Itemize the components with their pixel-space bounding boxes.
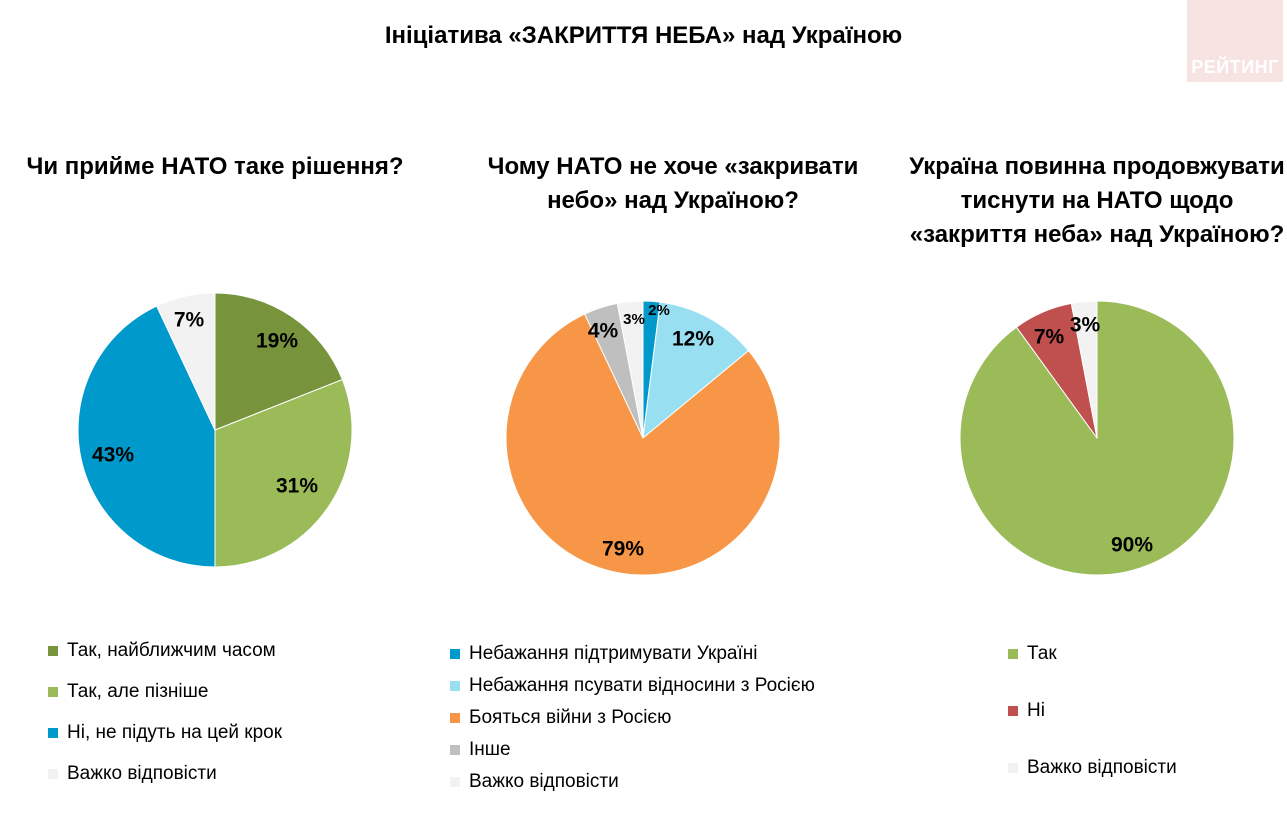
chart-1-title-line: Чи прийме НАТО таке рішення? bbox=[26, 153, 404, 180]
legend-label: Ні, не підуть на цей крок bbox=[67, 722, 283, 743]
chart-2-title-line: небо» над Україною? bbox=[547, 187, 799, 214]
legend-swatch bbox=[48, 687, 58, 697]
chart-2-title: Чому НАТО не хоче «закривати небо» над У… bbox=[448, 150, 898, 218]
chart-3-title-line: «закриття неба» над Україною? bbox=[909, 221, 1285, 248]
pie-slice bbox=[642, 301, 750, 440]
data-label: 31% bbox=[276, 475, 318, 498]
legend-item: Небажання псувати відносини з Росією bbox=[450, 675, 815, 697]
data-label: 19% bbox=[256, 330, 298, 353]
chart-2-title-line: Чому НАТО не хоче «закривати bbox=[487, 153, 859, 180]
legend-item: Бояться війни з Росією bbox=[450, 707, 671, 729]
pie-slice bbox=[214, 378, 353, 568]
legend-swatch bbox=[450, 745, 460, 755]
legend-label: Важко відповісти bbox=[469, 771, 619, 792]
legend-swatch bbox=[450, 713, 460, 723]
data-label: 43% bbox=[92, 444, 134, 467]
legend-item: Ні, не підуть на цей крок bbox=[48, 722, 282, 744]
chart-1-title: Чи прийме НАТО таке рішення? bbox=[20, 150, 410, 184]
page-title: Ініціатива «ЗАКРИТТЯ НЕБА» над Україною bbox=[384, 22, 903, 49]
legend-swatch bbox=[48, 728, 58, 738]
legend-label: Небажання підтримувати Україні bbox=[469, 643, 758, 664]
legend-swatch bbox=[450, 649, 460, 659]
legend-label: Так bbox=[1027, 643, 1057, 664]
legend-label: Бояться війни з Росією bbox=[469, 707, 672, 728]
data-label: 7% bbox=[1034, 326, 1065, 349]
legend-item: Важко відповісти bbox=[450, 771, 619, 793]
data-label: 7% bbox=[174, 309, 205, 332]
legend-item: Небажання підтримувати Україні bbox=[450, 643, 757, 665]
legend-label: Важко відповісти bbox=[1027, 757, 1177, 778]
legend-swatch bbox=[48, 769, 58, 779]
legend-item: Важко відповісти bbox=[1008, 757, 1177, 779]
legend-swatch bbox=[1008, 763, 1018, 773]
data-label: 4% bbox=[588, 320, 619, 343]
legend-label: Ні bbox=[1027, 700, 1045, 721]
legend-swatch bbox=[450, 681, 460, 691]
data-label: 12% bbox=[672, 328, 714, 351]
pie-slice bbox=[505, 313, 781, 576]
legend-label: Важко відповісти bbox=[67, 763, 217, 784]
legend-label: Інше bbox=[469, 739, 511, 760]
legend-label: Так, але пізніше bbox=[67, 681, 209, 702]
legend-label: Небажання псувати відносини з Росією bbox=[469, 675, 815, 696]
legend-item: Так, але пізніше bbox=[48, 681, 208, 703]
data-label: 79% bbox=[602, 538, 644, 561]
chart-3-title: Україна повинна продовжувати тиснути на … bbox=[897, 150, 1287, 252]
legend-item: Ні bbox=[1008, 700, 1045, 722]
data-label: 90% bbox=[1111, 534, 1153, 557]
chart-3-title-line: тиснути на НАТО щодо bbox=[960, 187, 1234, 214]
pie-slice bbox=[77, 305, 216, 568]
chart-3-title-line: Україна повинна продовжувати bbox=[909, 153, 1285, 180]
legend-item: Так, найближчим часом bbox=[48, 640, 276, 662]
data-label: 3% bbox=[1070, 314, 1101, 337]
pie-slice bbox=[1070, 300, 1098, 439]
pie-slice bbox=[156, 292, 216, 431]
data-label: 2% bbox=[648, 302, 670, 319]
legend-item: Так bbox=[1008, 643, 1057, 665]
legend-swatch bbox=[1008, 706, 1018, 716]
data-label: 3% bbox=[623, 311, 645, 328]
pie-slice bbox=[214, 292, 344, 431]
pie-slice bbox=[616, 300, 644, 439]
legend-item: Важко відповісти bbox=[48, 763, 217, 785]
rating-logo: РЕЙТИНГ bbox=[1187, 0, 1283, 82]
legend-label: Так, найближчим часом bbox=[67, 640, 276, 661]
legend-item: Інше bbox=[450, 739, 511, 761]
legend-swatch bbox=[48, 646, 58, 656]
legend-swatch bbox=[1008, 649, 1018, 659]
legend-swatch bbox=[450, 777, 460, 787]
